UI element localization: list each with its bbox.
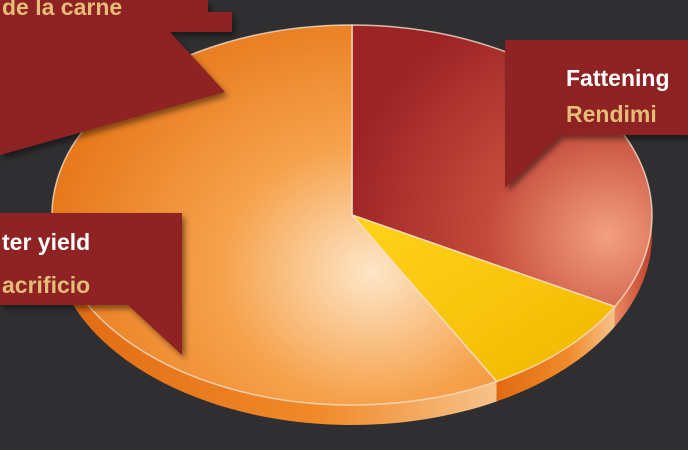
label-fattening-en: Fattening [566, 65, 670, 91]
label-slaughter: ter yield acrificio [0, 213, 182, 355]
label-fattening-box [505, 40, 688, 188]
label-slaughter-box [0, 213, 182, 355]
label-fattening: Fattening Rendimi [505, 40, 688, 188]
label-carne: de la carne [0, 0, 232, 155]
label-carne-es: de la carne [2, 0, 122, 20]
slice-fattening-edge [614, 215, 652, 327]
slice-slaughter-edge [51, 215, 497, 425]
label-fattening-es: Rendimi [566, 101, 657, 127]
slice-carne-edge [496, 306, 615, 402]
label-slaughter-en: ter yield [2, 229, 90, 255]
label-carne-box [0, 0, 232, 155]
label-slaughter-es: acrificio [2, 272, 90, 298]
slice-carne [349, 213, 617, 383]
